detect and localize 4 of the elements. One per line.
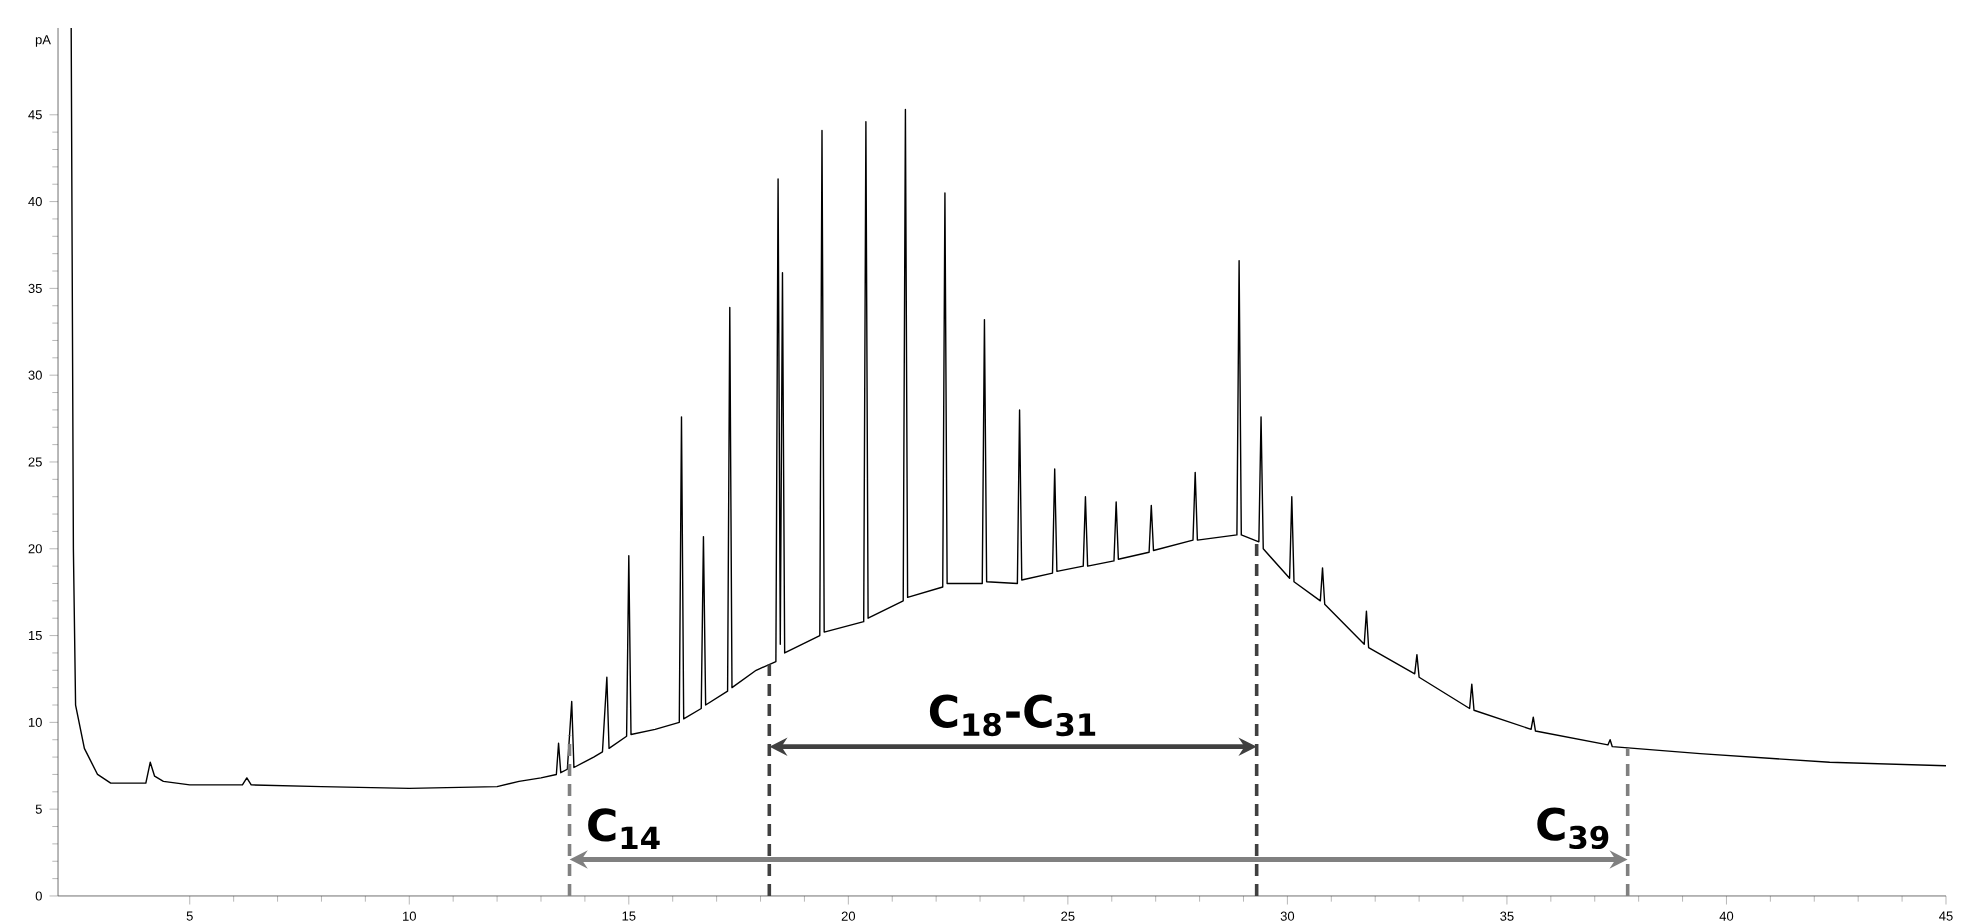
annotation: C$_{18}$-C$_{31}$ — [929, 694, 1096, 737]
annotation: C$_{39}$ — [1537, 807, 1609, 850]
line-series — [70, 27, 1947, 790]
annotation: C$_{14}$ — [588, 808, 660, 850]
